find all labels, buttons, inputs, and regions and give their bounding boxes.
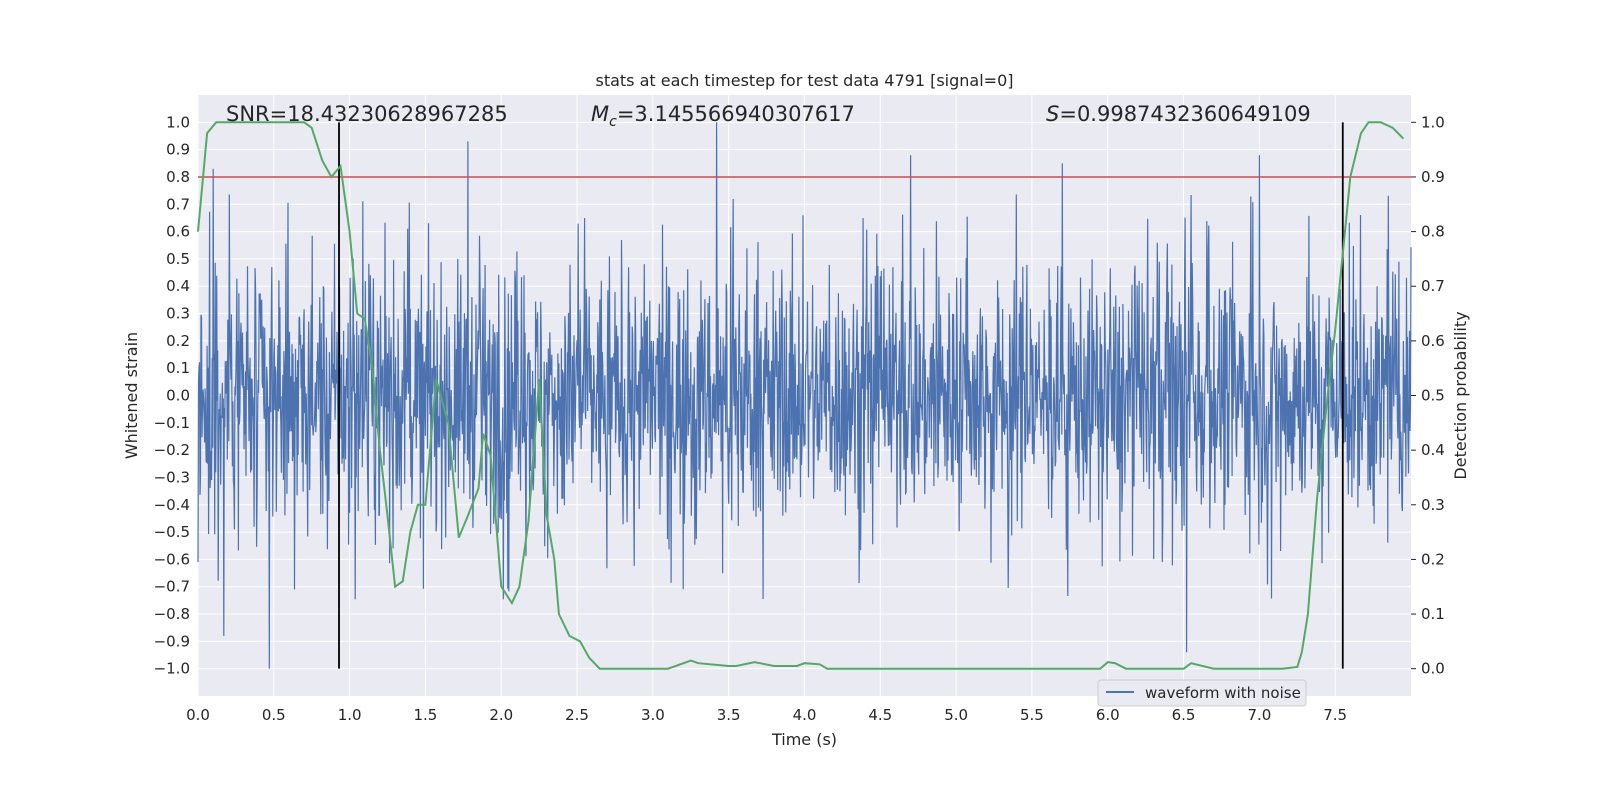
y2-tick-label: 0.4	[1421, 441, 1445, 459]
s-value: =0.9987432360649109	[1059, 102, 1310, 126]
y2-tick-label: 0.5	[1421, 387, 1445, 405]
y-tick-label: 0.9	[166, 141, 190, 159]
y-tick-label: −0.5	[154, 523, 190, 541]
x-tick-label: 7.5	[1323, 706, 1347, 724]
waveform-line	[197, 122, 1412, 669]
x-tick-label: 7.0	[1247, 706, 1271, 724]
y-tick-label: 0.2	[166, 332, 190, 350]
x-tick-label: 2.0	[489, 706, 513, 724]
legend: waveform with noise	[1097, 679, 1307, 707]
y2-tick-label: 0.1	[1421, 605, 1445, 623]
mc-value: =3.145566940307617	[617, 102, 855, 126]
probability-line	[197, 121, 1405, 670]
y-tick-label: −0.9	[154, 632, 190, 650]
x-tick-label: 4.0	[793, 706, 817, 724]
y2-tick-label: 1.0	[1421, 113, 1445, 131]
y-tick-label: 0.5	[166, 250, 190, 268]
y2-tick-label: 0.6	[1421, 332, 1445, 350]
y2-tick-label: 0.9	[1421, 168, 1445, 186]
y-tick-label: −0.2	[154, 441, 190, 459]
y-tick-label: 0.7	[166, 195, 190, 213]
y-tick-label: −0.7	[154, 578, 190, 596]
y-tick-label: 0.8	[166, 168, 190, 186]
s-annotation: S=0.9987432360649109	[1046, 102, 1311, 126]
y-axis-label: Whitened strain	[122, 332, 141, 459]
x-tick-label: 1.0	[338, 706, 362, 724]
y2-tick-label: 0.7	[1421, 277, 1445, 295]
y-tick-label: −0.3	[154, 468, 190, 486]
legend-box	[1097, 679, 1307, 707]
x-tick-label: 0.0	[186, 706, 210, 724]
mc-symbol: M	[591, 102, 609, 126]
y2-tick-label: 0.8	[1421, 223, 1445, 241]
legend-label-waveform: waveform with noise	[1145, 684, 1301, 702]
tick-labels: 0.0 0.5 1.0 1.5 2.0 2.5 3.0 3.5 4.0 4.5 5.0 5.5 6.0 6…	[154, 113, 1445, 724]
y-tick-label: 0.4	[166, 277, 190, 295]
y2-axis-label: Detection probability	[1451, 311, 1470, 479]
y-tick-label: −0.4	[154, 496, 190, 514]
y-tick-label: 1.0	[166, 113, 190, 131]
y-tick-label: 0.3	[166, 305, 190, 323]
y-tick-label: 0.6	[166, 223, 190, 241]
x-tick-label: 6.5	[1172, 706, 1196, 724]
probability-series	[197, 121, 1405, 670]
x-tick-label: 0.5	[262, 706, 286, 724]
x-tick-label: 3.0	[641, 706, 665, 724]
y-tick-label: −0.8	[154, 605, 190, 623]
s-symbol: S	[1046, 102, 1059, 126]
x-tick-label: 5.0	[944, 706, 968, 724]
x-tick-label: 4.5	[868, 706, 892, 724]
y-tick-label: 0.1	[166, 359, 190, 377]
vertical-markers	[338, 122, 1344, 669]
x-axis-label: Time (s)	[771, 730, 837, 749]
y-tick-label: −0.1	[154, 414, 190, 432]
y-tick-label: −1.0	[154, 660, 190, 678]
x-tick-label: 1.5	[414, 706, 438, 724]
y-tick-label: −0.6	[154, 550, 190, 568]
y2-tick-label: 0.2	[1421, 550, 1445, 568]
y2-tick-label: 0.0	[1421, 660, 1445, 678]
x-tick-label: 6.0	[1096, 706, 1120, 724]
x-tick-label: 2.5	[565, 706, 589, 724]
y2-tick-label: 0.3	[1421, 496, 1445, 514]
snr-annotation: SNR=18.43230628967285	[226, 102, 508, 126]
x-tick-label: 5.5	[1020, 706, 1044, 724]
mc-subscript: c	[609, 114, 617, 130]
chart-title: stats at each timestep for test data 479…	[595, 71, 1013, 90]
y-tick-label: 0.0	[166, 387, 190, 405]
waveform-series	[197, 122, 1412, 669]
chirp-mass-annotation: Mc=3.145566940307617	[591, 102, 855, 130]
x-tick-label: 3.5	[717, 706, 741, 724]
